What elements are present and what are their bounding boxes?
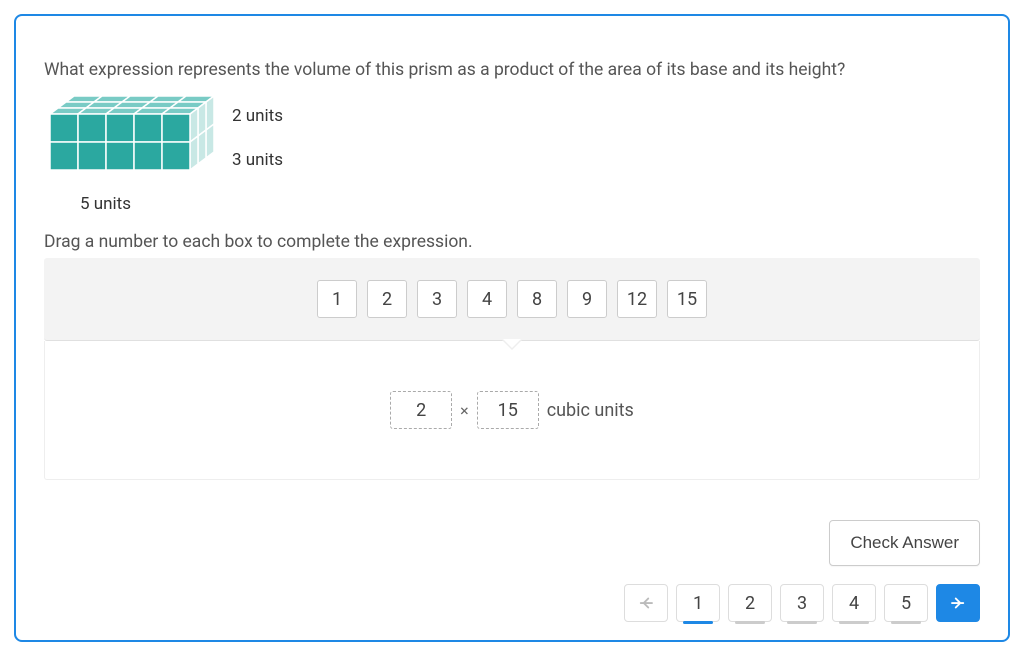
instruction-text: Drag a number to each box to complete th…	[44, 232, 980, 252]
expression-drop-area: 2 × 15 cubic units	[44, 341, 980, 480]
pager-prev-button[interactable]	[624, 584, 668, 622]
label-width: 5 units	[80, 194, 980, 214]
page-5-button[interactable]: 5	[884, 584, 928, 622]
arrow-right-icon	[949, 594, 967, 612]
tile-bank: 1234891215	[44, 258, 980, 341]
label-depth: 3 units	[232, 150, 283, 170]
tile-4[interactable]: 4	[467, 280, 507, 318]
unit-label: cubic units	[547, 400, 634, 421]
label-height: 2 units	[232, 106, 283, 126]
drop-slot-b[interactable]: 15	[477, 391, 539, 429]
page-4-button[interactable]: 4	[832, 584, 876, 622]
page-3-button[interactable]: 3	[780, 584, 824, 622]
prism-svg	[44, 92, 224, 188]
operator-multiply: ×	[460, 401, 469, 420]
footer: Check Answer 12345	[624, 520, 980, 622]
tile-3[interactable]: 3	[417, 280, 457, 318]
drop-slot-a[interactable]: 2	[390, 391, 452, 429]
tile-15[interactable]: 15	[667, 280, 707, 318]
prism-right-labels: 2 units 3 units	[232, 92, 283, 170]
question-text: What expression represents the volume of…	[44, 60, 980, 80]
tile-12[interactable]: 12	[617, 280, 657, 318]
page-2-button[interactable]: 2	[728, 584, 772, 622]
check-answer-button[interactable]: Check Answer	[829, 520, 980, 566]
page-1-button[interactable]: 1	[676, 584, 720, 622]
tile-9[interactable]: 9	[567, 280, 607, 318]
arrow-left-icon	[637, 594, 655, 612]
tile-1[interactable]: 1	[317, 280, 357, 318]
prism-figure: 2 units 3 units	[44, 92, 980, 188]
pager: 12345	[624, 584, 980, 622]
question-card: What expression represents the volume of…	[14, 14, 1010, 642]
tile-8[interactable]: 8	[517, 280, 557, 318]
tile-2[interactable]: 2	[367, 280, 407, 318]
pager-next-button[interactable]	[936, 584, 980, 622]
